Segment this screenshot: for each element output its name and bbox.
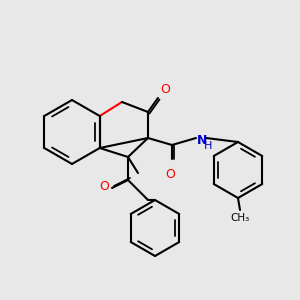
Text: N: N [197,134,207,146]
Text: O: O [99,181,109,194]
Text: CH₃: CH₃ [230,213,250,223]
Text: O: O [165,168,175,181]
Text: O: O [160,83,170,96]
Text: H: H [204,141,212,151]
